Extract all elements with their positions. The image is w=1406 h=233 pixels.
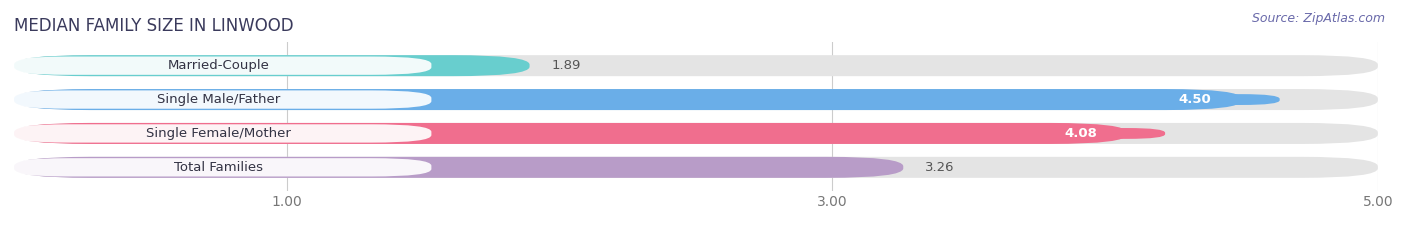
FancyBboxPatch shape: [14, 123, 1128, 144]
Text: Married-Couple: Married-Couple: [167, 59, 270, 72]
FancyBboxPatch shape: [8, 124, 432, 143]
FancyBboxPatch shape: [14, 89, 1378, 110]
FancyBboxPatch shape: [14, 55, 1378, 76]
FancyBboxPatch shape: [8, 158, 432, 176]
FancyBboxPatch shape: [1111, 94, 1279, 105]
FancyBboxPatch shape: [14, 89, 1241, 110]
Text: MEDIAN FAMILY SIZE IN LINWOOD: MEDIAN FAMILY SIZE IN LINWOOD: [14, 17, 294, 35]
FancyBboxPatch shape: [8, 57, 432, 75]
FancyBboxPatch shape: [14, 157, 903, 178]
Text: Total Families: Total Families: [174, 161, 263, 174]
FancyBboxPatch shape: [14, 123, 1378, 144]
Text: 4.08: 4.08: [1064, 127, 1097, 140]
Text: 1.89: 1.89: [551, 59, 581, 72]
Text: Single Male/Father: Single Male/Father: [157, 93, 280, 106]
FancyBboxPatch shape: [8, 90, 432, 109]
Text: 3.26: 3.26: [925, 161, 955, 174]
Text: Source: ZipAtlas.com: Source: ZipAtlas.com: [1251, 12, 1385, 25]
FancyBboxPatch shape: [995, 128, 1166, 139]
FancyBboxPatch shape: [14, 157, 1378, 178]
Text: Single Female/Mother: Single Female/Mother: [146, 127, 291, 140]
Text: 4.50: 4.50: [1178, 93, 1212, 106]
FancyBboxPatch shape: [14, 55, 530, 76]
